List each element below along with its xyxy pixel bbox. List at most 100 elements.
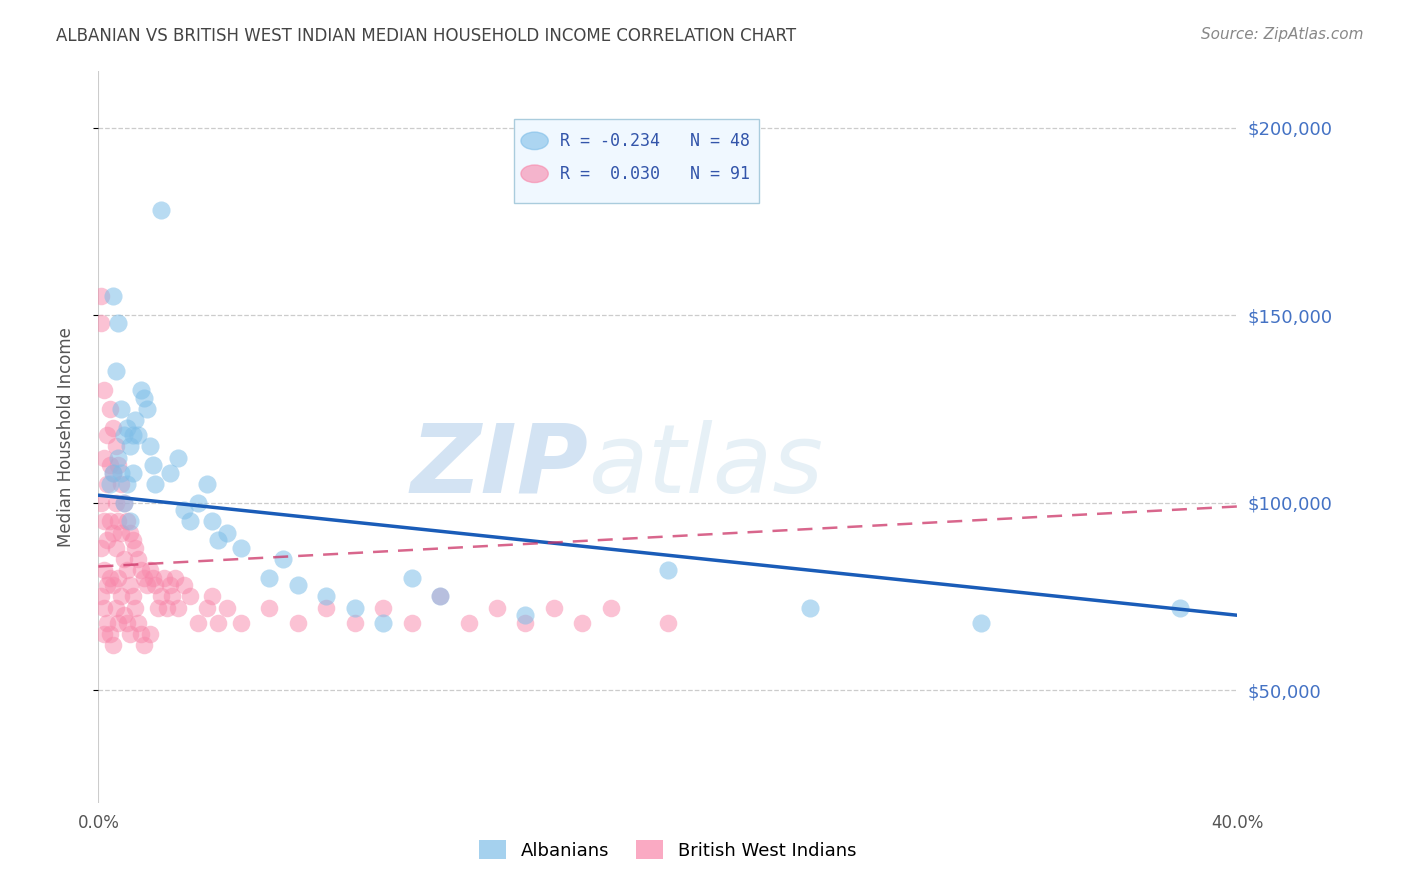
Point [141,571,163,585]
Point [138,440,160,454]
Point [110,477,132,491]
Point [153,571,176,585]
Point [107,515,129,529]
Text: Source: ZipAtlas.com: Source: ZipAtlas.com [1201,27,1364,42]
Point [118,515,141,529]
Point [207,615,229,630]
Point [167,450,190,465]
Point [287,615,309,630]
Point [657,563,679,577]
Point [110,466,132,480]
Point [259,571,281,585]
Point [112,608,135,623]
Point [373,615,395,630]
Point [101,525,124,540]
Point [187,615,209,630]
Point [90,289,112,303]
Point [156,600,179,615]
Point [96,428,118,442]
Point [179,515,201,529]
Point [93,563,115,577]
Point [101,466,124,480]
Point [187,496,209,510]
Point [98,477,121,491]
Point [145,477,167,491]
Point [104,440,127,454]
Text: R =  0.030   N = 91: R = 0.030 N = 91 [560,165,749,183]
Point [107,316,129,330]
Point [401,615,423,630]
Point [129,627,152,641]
Point [167,600,190,615]
Point [148,600,170,615]
Point [132,391,155,405]
Point [115,515,138,529]
Point [799,600,821,615]
Point [215,600,238,615]
Point [112,496,135,510]
Point [159,578,181,592]
Point [124,600,146,615]
Point [571,615,593,630]
Point [110,401,132,416]
Circle shape [522,165,548,183]
Point [657,615,679,630]
Legend: Albanians, British West Indians: Albanians, British West Indians [472,833,863,867]
Point [104,600,127,615]
Point [215,525,238,540]
Point [112,428,135,442]
Point [101,289,124,303]
Point [287,578,309,592]
Point [343,600,366,615]
Text: ALBANIAN VS BRITISH WEST INDIAN MEDIAN HOUSEHOLD INCOME CORRELATION CHART: ALBANIAN VS BRITISH WEST INDIAN MEDIAN H… [56,27,796,45]
Point [201,590,224,604]
Point [104,364,127,378]
Point [457,615,479,630]
Point [150,203,173,218]
Point [429,590,451,604]
Point [195,600,218,615]
Point [486,600,509,615]
Point [138,563,160,577]
Point [98,458,121,473]
Point [121,590,143,604]
Point [515,615,537,630]
Point [101,420,124,434]
Point [127,615,149,630]
Point [118,627,141,641]
Point [132,571,155,585]
Point [107,450,129,465]
Point [135,401,157,416]
Point [101,638,124,652]
Point [90,541,112,555]
Point [162,590,184,604]
Point [138,627,160,641]
Point [93,627,115,641]
Point [401,571,423,585]
Point [115,563,138,577]
Point [129,383,152,397]
Point [93,600,115,615]
Point [165,571,187,585]
Point [159,466,181,480]
Circle shape [522,132,548,150]
Point [515,608,537,623]
Point [343,615,366,630]
Point [87,871,110,885]
Point [121,428,143,442]
Text: atlas: atlas [588,420,823,513]
Point [98,571,121,585]
Point [1170,600,1192,615]
Point [229,615,252,630]
Point [600,600,623,615]
Point [150,590,173,604]
Point [173,503,195,517]
Point [195,477,218,491]
Point [429,590,451,604]
Point [127,428,149,442]
Text: R = -0.234   N = 48: R = -0.234 N = 48 [560,132,749,150]
Point [179,590,201,604]
Point [135,578,157,592]
Point [107,458,129,473]
Point [104,496,127,510]
